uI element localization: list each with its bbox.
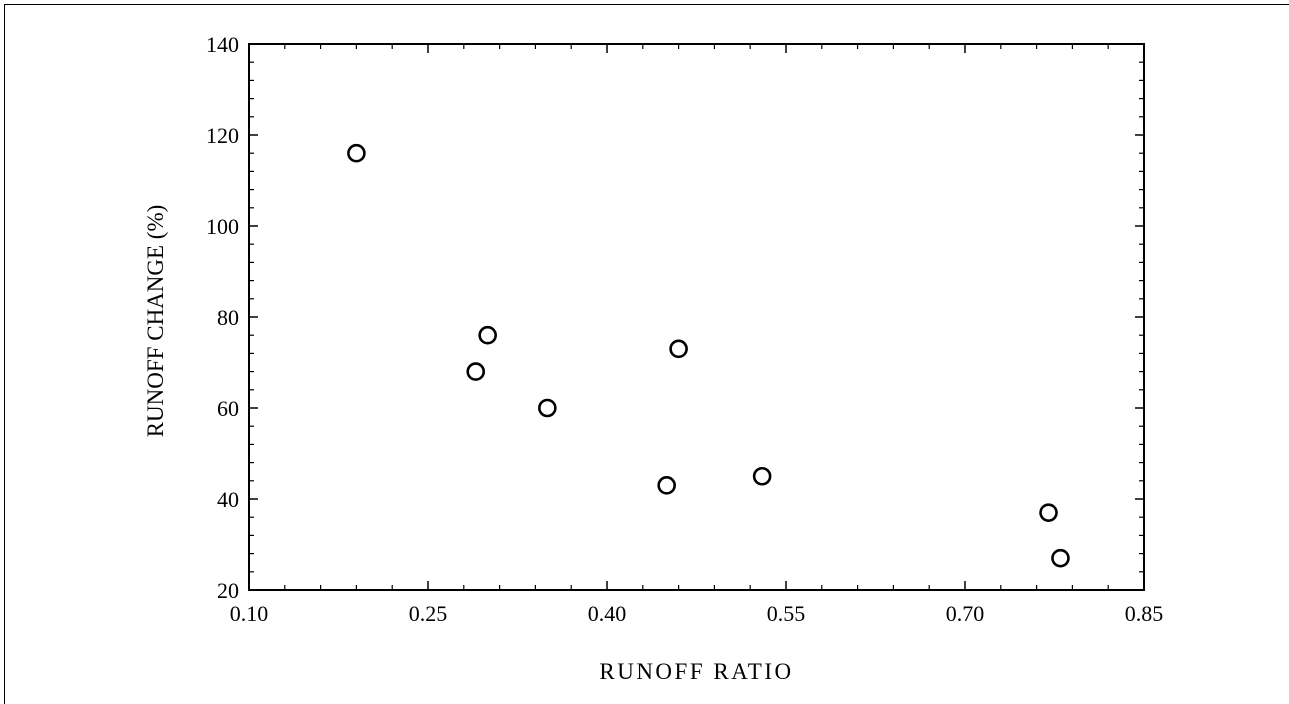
y-tick-label: 120 <box>206 123 239 148</box>
y-tick-label: 60 <box>217 396 239 421</box>
major-ticks <box>248 43 1145 591</box>
minor-ticks <box>249 44 1144 590</box>
x-axis-title: RUNOFF RATIO <box>599 659 793 684</box>
data-point <box>657 476 676 495</box>
x-tick-labels: 0.10 0.25 0.40 0.55 0.70 0.85 <box>230 601 1164 626</box>
plot-area <box>248 43 1145 591</box>
figure-frame <box>4 4 1289 704</box>
x-tick-label: 0.70 <box>946 601 985 626</box>
y-tick-label: 140 <box>206 32 239 57</box>
x-tick-label: 0.10 <box>230 601 269 626</box>
y-tick-label: 20 <box>217 578 239 603</box>
data-point <box>1039 503 1058 522</box>
data-points <box>347 143 1070 568</box>
data-point <box>752 466 772 486</box>
data-point <box>466 362 486 381</box>
x-tick-label: 0.85 <box>1125 601 1164 626</box>
x-tick-label: 0.40 <box>588 601 627 626</box>
data-point <box>1051 548 1070 568</box>
x-tick-label: 0.55 <box>767 601 806 626</box>
data-point <box>347 143 366 163</box>
x-tick-label: 0.25 <box>409 601 448 626</box>
y-tick-label: 40 <box>217 487 239 512</box>
y-tick-labels: 20 40 60 80 100 120 140 <box>206 32 239 603</box>
data-point <box>669 339 688 359</box>
data-point <box>478 325 497 345</box>
y-tick-label: 80 <box>217 305 239 330</box>
y-tick-label: 100 <box>206 214 239 239</box>
y-axis-title: RUNOFF CHANGE (%) <box>143 205 168 438</box>
data-point <box>538 398 557 418</box>
